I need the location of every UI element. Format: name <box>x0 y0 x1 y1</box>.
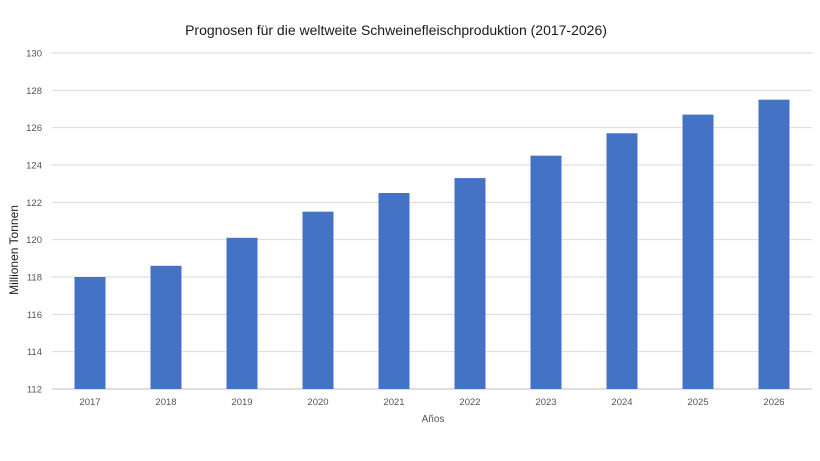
x-tick-label: 2025 <box>687 397 708 408</box>
bar-2018 <box>150 265 182 389</box>
bar-2024 <box>606 133 638 389</box>
y-tick-label: 118 <box>27 273 42 284</box>
bar-2022 <box>454 178 486 389</box>
y-tick-label: 114 <box>27 347 42 358</box>
bars <box>74 99 790 390</box>
y-tick-label: 126 <box>26 123 42 134</box>
y-tick-label: 112 <box>27 385 42 396</box>
bar-2023 <box>530 155 562 389</box>
y-tick-label: 128 <box>26 86 42 97</box>
chart-title: Prognosen für die weltweite Schweineflei… <box>185 22 607 38</box>
y-tick-label: 124 <box>26 161 42 172</box>
y-tick-label: 130 <box>26 49 42 60</box>
x-tick-label: 2018 <box>155 397 176 408</box>
x-tick-label: 2021 <box>383 397 404 408</box>
x-tick-label: 2020 <box>307 397 328 408</box>
bar-2025 <box>682 114 714 389</box>
x-tick-label: 2017 <box>79 397 100 408</box>
bar-2021 <box>378 193 410 389</box>
bar-2026 <box>758 99 790 390</box>
x-tick-label: 2022 <box>459 397 480 408</box>
bar-2020 <box>302 211 334 389</box>
x-tick-label: 2019 <box>231 397 252 408</box>
y-tick-label: 120 <box>26 235 42 246</box>
y-axis-title: Millionen Tonnen <box>7 205 21 295</box>
bar-2017 <box>74 277 106 389</box>
y-axis-ticks: 112 114 116 118 120 122 124 126 128 130 <box>26 49 42 396</box>
x-tick-label: 2026 <box>763 397 784 408</box>
bar-2019 <box>226 237 258 389</box>
y-tick-label: 116 <box>27 310 42 321</box>
x-axis-title: Años <box>422 414 445 425</box>
x-tick-label: 2023 <box>535 397 556 408</box>
x-tick-label: 2024 <box>611 397 632 408</box>
x-axis-ticks: 2017 2018 2019 2020 2021 2022 2023 2024 2025 2026 <box>79 397 784 408</box>
y-tick-label: 122 <box>26 198 42 209</box>
